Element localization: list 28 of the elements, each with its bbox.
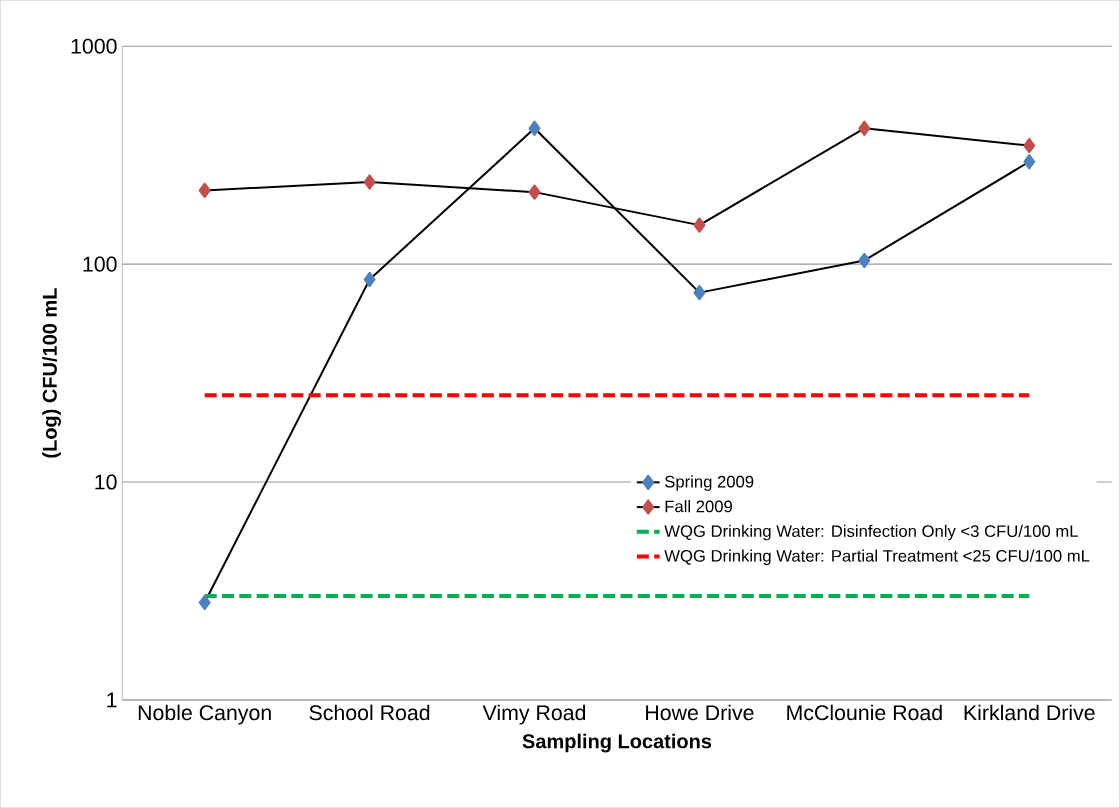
point <box>528 184 541 200</box>
point <box>198 182 211 198</box>
legend-label: WQG Drinking Water: Disinfection Only <3 CFU/100 mL <box>664 524 1078 541</box>
point <box>363 271 376 288</box>
point <box>1023 154 1036 170</box>
y-axis-title: (Log) CFU/100 mL <box>42 288 61 458</box>
x-tick-label: Howe Drive <box>646 704 754 721</box>
y-tick-label: 10 <box>95 474 117 490</box>
point <box>693 217 706 233</box>
x-axis-title: Sampling Locations <box>522 733 712 753</box>
y-tick-label: 1 <box>107 692 117 708</box>
x-tick-label: McClounie Road <box>787 704 942 721</box>
y-tick-label: 100 <box>83 256 117 272</box>
point <box>198 594 211 611</box>
point <box>1023 137 1036 154</box>
legend-label: Spring 2009 <box>665 475 754 491</box>
point <box>858 252 871 269</box>
y-tick-label: 1000 <box>71 38 117 54</box>
x-tick-label: Vimy Road <box>482 704 586 725</box>
x-tick-label: School Road <box>309 704 430 721</box>
point <box>693 284 706 301</box>
point <box>363 174 376 190</box>
legend-label: WQG Drinking Water: Partial Treatment <25 CFU/100 mL <box>664 549 1090 565</box>
point <box>858 120 871 136</box>
point <box>528 120 541 136</box>
legend-label: Fall 2009 <box>665 499 732 513</box>
x-tick-label: Noble Canyon <box>138 704 271 725</box>
x-tick-label: Kirkland Drive <box>964 704 1095 721</box>
